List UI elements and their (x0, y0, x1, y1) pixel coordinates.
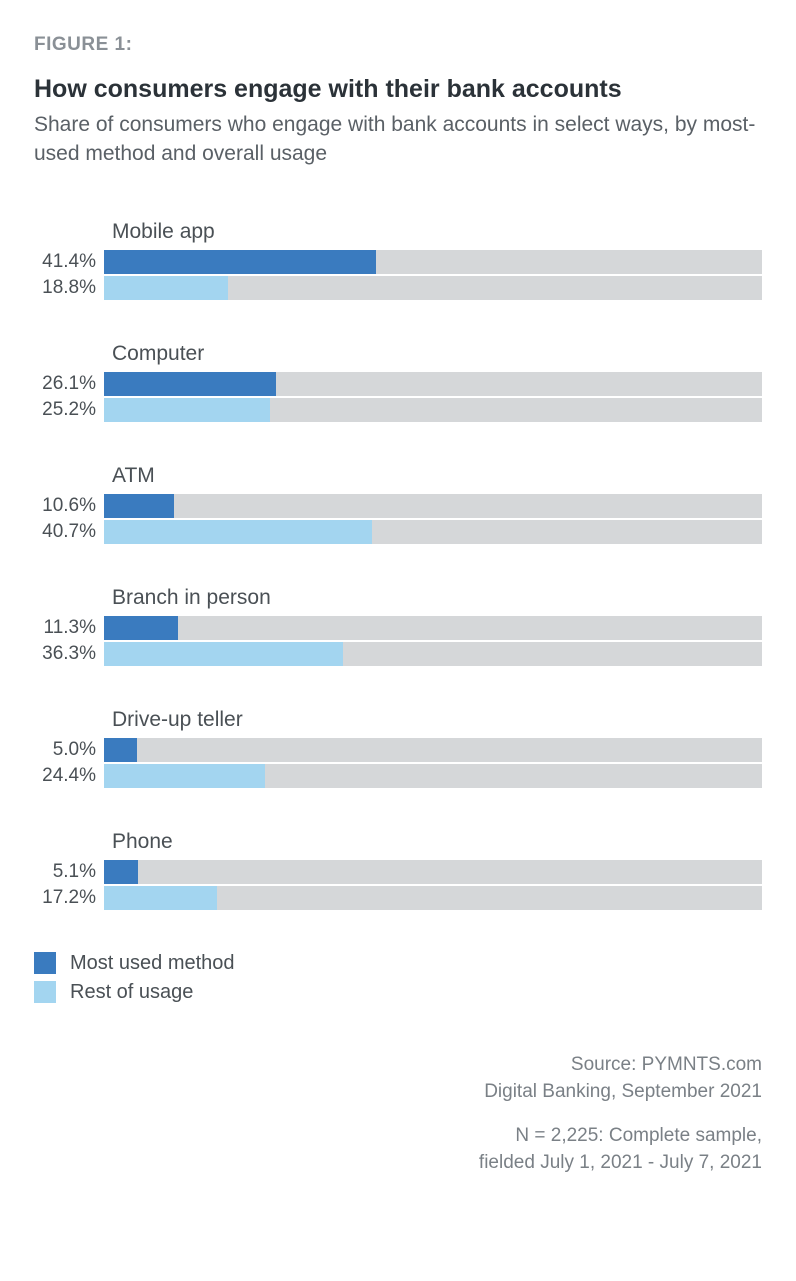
bar-fill (104, 764, 265, 788)
chart-title: How consumers engage with their bank acc… (34, 74, 762, 105)
bar-track (104, 398, 762, 422)
category-group: Phone 5.1% 17.2% (34, 830, 762, 910)
pct-label: 25.2% (34, 399, 104, 421)
bar-track (104, 738, 762, 762)
legend-label: Rest of usage (70, 981, 193, 1004)
bar-row: 41.4% (34, 250, 762, 274)
pct-label: 36.3% (34, 643, 104, 665)
category-group: Branch in person 11.3% 36.3% (34, 586, 762, 666)
bar-track (104, 764, 762, 788)
category-label: ATM (112, 464, 762, 488)
category-group: Computer 26.1% 25.2% (34, 342, 762, 422)
bar-fill (104, 616, 178, 640)
figure-label: FIGURE 1: (34, 34, 762, 56)
source-line-1: Source: PYMNTS.com (34, 1052, 762, 1079)
bar-row: 25.2% (34, 398, 762, 422)
category-group: Mobile app 41.4% 18.8% (34, 220, 762, 300)
legend-label: Most used method (70, 952, 235, 975)
bar-fill (104, 372, 276, 396)
legend: Most used method Rest of usage (34, 952, 762, 1004)
bar-track (104, 616, 762, 640)
bar-fill (104, 276, 228, 300)
legend-swatch (34, 952, 56, 974)
bar-row: 11.3% (34, 616, 762, 640)
chart-area: Mobile app 41.4% 18.8% Computer 26.1% 25.2% AT… (34, 220, 762, 910)
bar-row: 24.4% (34, 764, 762, 788)
legend-swatch (34, 981, 56, 1003)
bar-fill (104, 860, 138, 884)
source-line-2: Digital Banking, September 2021 (34, 1079, 762, 1106)
legend-item: Rest of usage (34, 981, 762, 1004)
category-group: ATM 10.6% 40.7% (34, 464, 762, 544)
category-label: Drive-up teller (112, 708, 762, 732)
bar-row: 18.8% (34, 276, 762, 300)
pct-label: 41.4% (34, 251, 104, 273)
bar-row: 40.7% (34, 520, 762, 544)
bar-fill (104, 250, 376, 274)
bar-row: 5.1% (34, 860, 762, 884)
bar-fill (104, 738, 137, 762)
pct-label: 5.0% (34, 739, 104, 761)
bar-fill (104, 494, 174, 518)
bar-fill (104, 398, 270, 422)
bar-row: 17.2% (34, 886, 762, 910)
bar-row: 10.6% (34, 494, 762, 518)
bar-track (104, 886, 762, 910)
bar-track (104, 494, 762, 518)
bar-track (104, 250, 762, 274)
category-group: Drive-up teller 5.0% 24.4% (34, 708, 762, 788)
bar-fill (104, 642, 343, 666)
chart-footer: Source: PYMNTS.com Digital Banking, Sept… (34, 1052, 762, 1176)
legend-item: Most used method (34, 952, 762, 975)
bar-track (104, 642, 762, 666)
bar-fill (104, 886, 217, 910)
sample-line-1: N = 2,225: Complete sample, (34, 1123, 762, 1150)
bar-track (104, 520, 762, 544)
bar-track (104, 276, 762, 300)
category-label: Phone (112, 830, 762, 854)
category-label: Mobile app (112, 220, 762, 244)
bar-row: 5.0% (34, 738, 762, 762)
bar-track (104, 860, 762, 884)
chart-subtitle: Share of consumers who engage with bank … (34, 111, 762, 168)
pct-label: 26.1% (34, 373, 104, 395)
bar-row: 26.1% (34, 372, 762, 396)
pct-label: 18.8% (34, 277, 104, 299)
pct-label: 24.4% (34, 765, 104, 787)
bar-fill (104, 520, 372, 544)
pct-label: 10.6% (34, 495, 104, 517)
category-label: Computer (112, 342, 762, 366)
pct-label: 5.1% (34, 861, 104, 883)
bar-row: 36.3% (34, 642, 762, 666)
pct-label: 11.3% (34, 617, 104, 639)
sample-line-2: fielded July 1, 2021 - July 7, 2021 (34, 1150, 762, 1177)
pct-label: 17.2% (34, 887, 104, 909)
bar-track (104, 372, 762, 396)
pct-label: 40.7% (34, 521, 104, 543)
category-label: Branch in person (112, 586, 762, 610)
